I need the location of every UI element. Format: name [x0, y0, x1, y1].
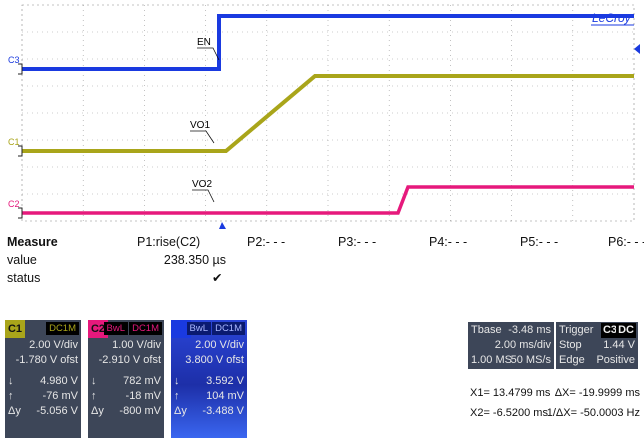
c3-readout-value: -3.488 V: [202, 405, 244, 417]
measure-p5[interactable]: P5:- - -: [520, 235, 559, 249]
channel-c2-offset: -2.910 V ofst: [98, 354, 161, 366]
measure-p1-status-icon: ✔: [212, 271, 223, 285]
timebase-rate: 50 MS/s: [510, 354, 551, 366]
measure-header: Measure: [7, 235, 58, 249]
label-vo1: VO1: [190, 120, 210, 131]
channel-c1-id: C1: [5, 320, 25, 338]
measure-status-label: status: [7, 271, 41, 285]
c1-readout-value: -5.056 V: [36, 405, 78, 417]
channel-c3-id: C3: [171, 320, 191, 338]
c2-readout-value: -18 mV: [125, 390, 161, 402]
channel-c3-scale: 2.00 V/div: [195, 339, 244, 351]
channel-c2-bwl: BwL: [103, 322, 128, 335]
c2-readout-value: 782 mV: [123, 375, 161, 387]
measure-p3[interactable]: P3:- - -: [338, 235, 377, 249]
vo2-leader: [192, 189, 215, 203]
c1-readout-value: -76 mV: [42, 390, 78, 402]
trigger-coupling: DC: [616, 323, 636, 338]
lecroy-logo: LeCroy: [592, 11, 632, 25]
timebase-offset: -3.48 ms: [508, 324, 551, 336]
c1-readout-value: 4.980 V: [40, 375, 78, 387]
c1-readout-sym: ↑: [8, 390, 14, 402]
c2-readout-sym: ↑: [91, 390, 97, 402]
label-vo2: VO2: [192, 179, 212, 190]
trigger-level-marker[interactable]: [634, 44, 640, 54]
measure-panel: Measure value status P1:rise(C2) 238.350…: [0, 232, 644, 294]
channel-c1-scale: 2.00 V/div: [29, 339, 78, 351]
c1-readout-sym: ↓: [8, 375, 14, 387]
cursor-inv-dx: 1/ΔX= -50.0003 Hz: [546, 407, 640, 419]
measure-p1-value: 238.350 µs: [163, 253, 226, 267]
trace-c3: [22, 14, 634, 71]
graticule: [22, 5, 634, 221]
c3-readout-sym: Δy: [174, 405, 187, 417]
ground-ticks: [18, 63, 23, 219]
measure-p4[interactable]: P4:- - -: [429, 235, 468, 249]
marker-c3[interactable]: C3: [8, 55, 20, 65]
channel-c1-offset: -1.780 V ofst: [15, 354, 78, 366]
trigger-position-marker[interactable]: [219, 222, 226, 229]
trigger-mode: Stop: [559, 339, 582, 351]
cursor-x1: X1= 13.4799 ms: [470, 387, 551, 399]
channel-c1-coupling: DC1M: [46, 322, 79, 335]
cursor-readout: X1= 13.4799 ms ΔX= -19.9999 ms X2= -6.52…: [470, 386, 640, 426]
trigger-slope: Positive: [596, 354, 635, 366]
c3-readout-sym: ↓: [174, 375, 180, 387]
channel-c3-bwl: BwL: [186, 322, 211, 335]
channel-c2-coupling: DC1M: [129, 322, 162, 335]
trigger-label: Trigger: [559, 324, 594, 336]
trace-c1: [22, 74, 634, 153]
label-en: EN: [197, 37, 211, 48]
channel-c3-offset: 3.800 V ofst: [185, 354, 244, 366]
trigger-box[interactable]: Trigger C3 DC Stop 1.44 V Edge Positive: [556, 322, 638, 369]
trigger-level: 1.44 V: [603, 339, 635, 351]
c3-readout-sym: ↑: [174, 390, 180, 402]
cursor-dx: ΔX= -19.9999 ms: [554, 387, 640, 399]
waveform-display[interactable]: EN VO1 VO2 C3 C1 C2 LeCroy: [0, 0, 644, 230]
c3-readout-value: 104 mV: [206, 390, 244, 402]
trigger-source: C3: [600, 323, 619, 338]
trace-c2: [22, 185, 634, 215]
vo1-leader: [190, 130, 215, 144]
channel-c3-box[interactable]: C3 BwL DC1M 2.00 V/div 3.800 V ofst ↓ 3.5…: [171, 320, 247, 438]
marker-c2[interactable]: C2: [8, 199, 20, 209]
measure-value-label: value: [7, 253, 37, 267]
c2-readout-sym: ↓: [91, 375, 97, 387]
graticule-frame: [21, 4, 635, 222]
cursor-x2: X2= -6.5200 ms: [470, 407, 548, 419]
marker-c1[interactable]: C1: [8, 137, 20, 147]
c3-readout-value: 3.592 V: [206, 375, 244, 387]
channel-c2-scale: 1.00 V/div: [112, 339, 161, 351]
measure-p6[interactable]: P6:- - -: [608, 235, 644, 249]
measure-p2[interactable]: P2:- - -: [247, 235, 286, 249]
channel-c1-box[interactable]: C1 DC1M 2.00 V/div -1.780 V ofst ↓ 4.980 …: [5, 320, 81, 438]
en-leader: [197, 47, 220, 61]
channel-c2-box[interactable]: C2 BwL DC1M 1.00 V/div -2.910 V ofst ↓ 78…: [88, 320, 164, 438]
channel-c2-id: C2: [88, 320, 108, 338]
timebase-div: 2.00 ms/div: [494, 339, 551, 351]
c2-readout-value: -800 mV: [119, 405, 161, 417]
timebase-label: Tbase: [471, 324, 502, 336]
timebase-box[interactable]: Tbase -3.48 ms 2.00 ms/div 1.00 MS 50 MS…: [468, 322, 554, 369]
channel-c3-coupling: DC1M: [212, 322, 245, 335]
timebase-samples: 1.00 MS: [471, 354, 512, 366]
trigger-type: Edge: [559, 354, 585, 366]
c2-readout-sym: Δy: [91, 405, 104, 417]
measure-p1-name[interactable]: P1:rise(C2): [137, 235, 201, 249]
c1-readout-sym: Δy: [8, 405, 21, 417]
